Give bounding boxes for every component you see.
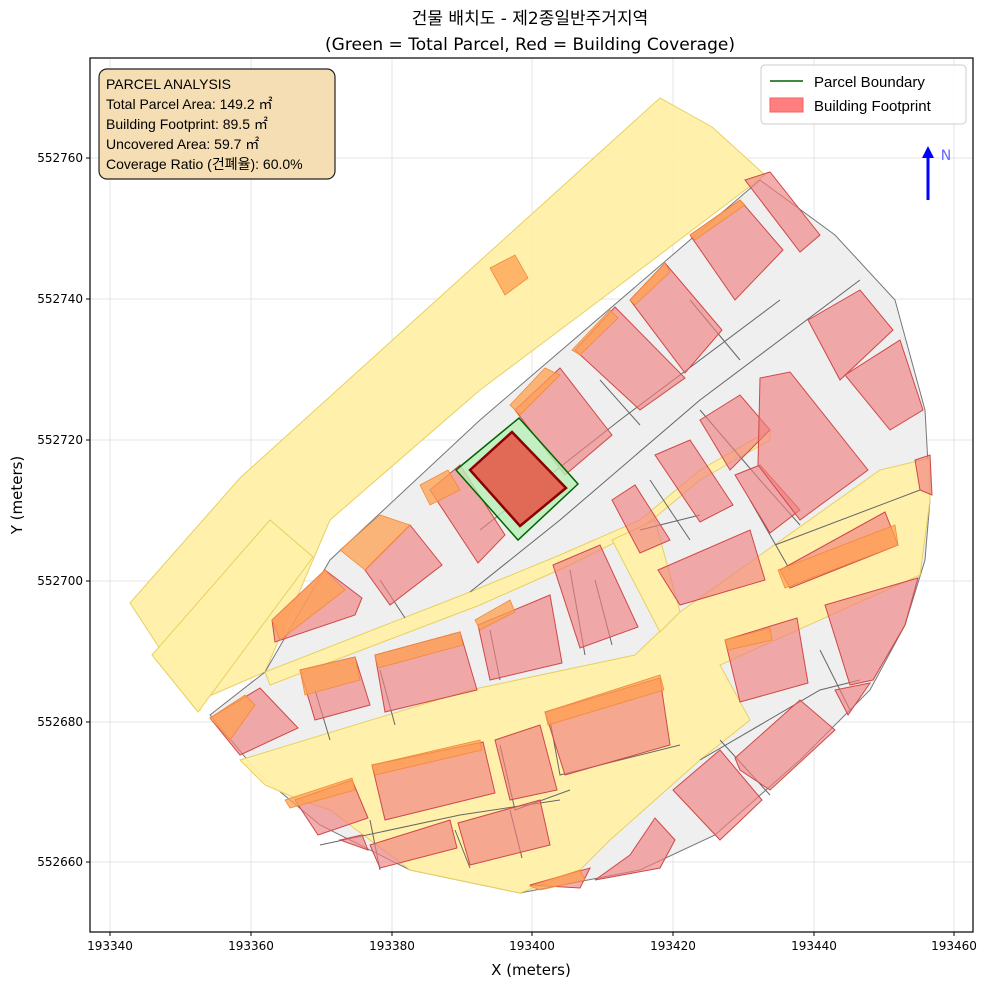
overlap [371, 739, 483, 776]
building [657, 529, 766, 606]
x-tick: 193460 [931, 939, 977, 953]
building [494, 724, 558, 801]
building [338, 834, 369, 851]
x-tick: 193420 [650, 939, 696, 953]
north-arrow: N [922, 146, 951, 200]
x-tick: 193360 [228, 939, 274, 953]
info-heading: PARCEL ANALYSIS [106, 76, 231, 92]
y-tick: 552700 [37, 574, 83, 588]
overlap-areas [209, 199, 899, 891]
overlap [374, 631, 464, 669]
building [594, 817, 676, 881]
overlap [544, 674, 665, 726]
y-tick: 552680 [37, 715, 83, 729]
subject-building-footprint[interactable] [468, 430, 568, 528]
building [807, 289, 894, 381]
y-tick: 552660 [37, 855, 83, 869]
info-total-parcel: Total Parcel Area: 149.2 ㎡ [106, 96, 273, 112]
north-label: N [941, 148, 951, 164]
title-line-2: (Green = Total Parcel, Red = Building Co… [325, 35, 735, 55]
overlap [571, 309, 619, 356]
overlap [724, 627, 773, 651]
building [824, 577, 919, 686]
overlap [489, 254, 529, 296]
overlap [419, 469, 461, 506]
building [844, 339, 924, 431]
building [914, 454, 933, 496]
building [734, 699, 836, 791]
building [457, 799, 551, 866]
building [834, 682, 872, 716]
building [672, 749, 763, 841]
building [369, 819, 458, 869]
x-axis-label: X (meters) [491, 961, 571, 979]
info-uncovered: Uncovered Area: 59.7 ㎡ [106, 136, 259, 152]
building [552, 544, 639, 649]
overlap [474, 599, 516, 631]
y-tick: 552740 [37, 292, 83, 306]
x-tick: 193340 [87, 939, 133, 953]
title-line-1: 건물 배치도 - 제2종일반주거지역 [412, 9, 648, 29]
overlap [299, 656, 361, 696]
x-tick: 193440 [791, 939, 837, 953]
overlap [271, 569, 346, 641]
building [757, 371, 869, 521]
x-tick: 193380 [369, 939, 415, 953]
building [654, 439, 734, 523]
y-axis: 552760 552740 552720 552700 552680 55266… [8, 151, 90, 869]
building [611, 484, 671, 554]
overlap [528, 869, 586, 891]
overlap [284, 777, 356, 809]
plot-area[interactable]: N PARCEL ANALYSIS Total Parcel Area: 149… [89, 57, 974, 933]
y-tick: 552760 [37, 151, 83, 165]
overlap [209, 694, 256, 741]
info-box: PARCEL ANALYSIS Total Parcel Area: 149.2… [98, 68, 336, 180]
x-tick: 193400 [509, 939, 555, 953]
y-tick: 552720 [37, 433, 83, 447]
overlap [629, 262, 671, 306]
building [744, 171, 821, 253]
legend-building-label: Building Footprint [814, 98, 932, 115]
legend-building-swatch [769, 97, 804, 113]
x-axis: 193340 193360 193380 193400 193420 19344… [87, 932, 977, 979]
overlap [509, 367, 561, 416]
legend: Parcel Boundary Building Footprint [760, 64, 967, 125]
road-west-strip [151, 519, 314, 713]
overlap [777, 524, 899, 589]
info-coverage: Coverage Ratio (건폐율): 60.0% [106, 156, 303, 172]
overlap [339, 514, 411, 571]
y-axis-label: Y (meters) [8, 456, 26, 536]
legend-parcel-label: Parcel Boundary [814, 74, 925, 91]
overlap [689, 199, 746, 241]
info-footprint: Building Footprint: 89.5 ㎡ [106, 116, 268, 132]
